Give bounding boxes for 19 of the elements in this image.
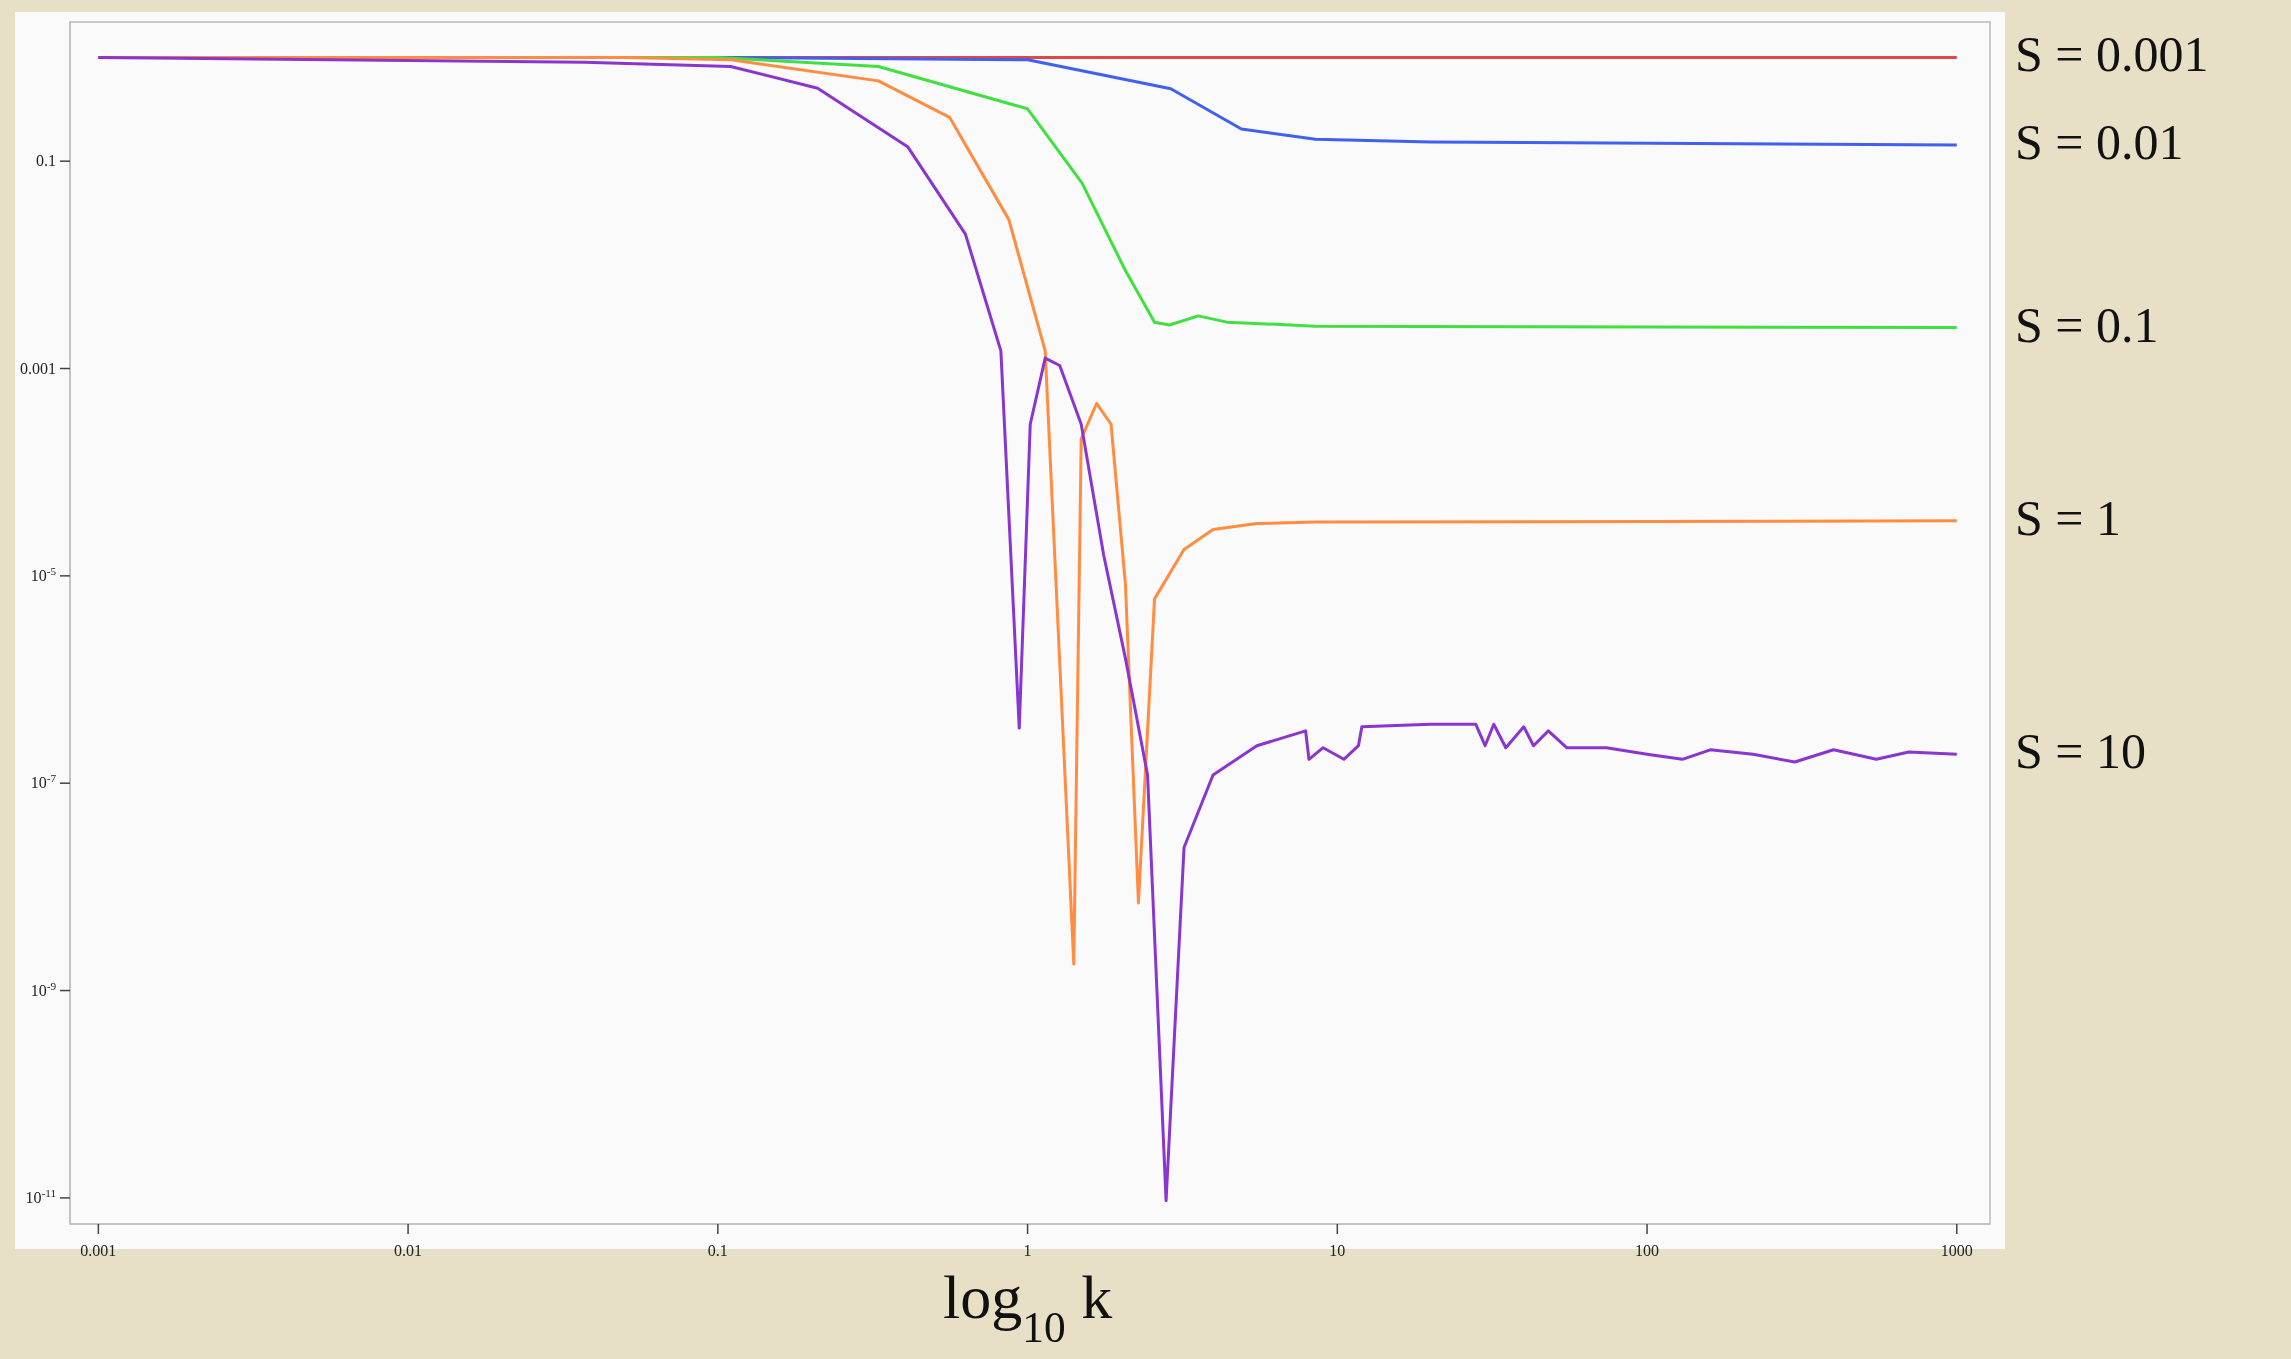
series-label: S = 0.01 bbox=[2015, 114, 2184, 171]
y-tick-label: 10$^{-11}$ bbox=[25, 1187, 56, 1207]
x-tick-label: 100 bbox=[1635, 1242, 1660, 1259]
y-tick-label: 10$^{-5}$ bbox=[30, 564, 57, 584]
y-tick-label: 0.001 bbox=[20, 359, 56, 377]
y-tick-label: 10$^{-9}$ bbox=[30, 979, 57, 999]
y-tick-label: 0.1 bbox=[36, 152, 56, 170]
x-tick-label: 0.1 bbox=[707, 1242, 728, 1259]
series-label: S = 0.001 bbox=[2015, 26, 2209, 83]
series-label: S = 0.1 bbox=[2015, 296, 2159, 353]
x-tick-label: 10 bbox=[1329, 1242, 1346, 1259]
series-label: S = 1 bbox=[2015, 489, 2122, 546]
series-label: S = 10 bbox=[2015, 723, 2147, 780]
x-axis-title: log$_{10}$ k bbox=[943, 1263, 1113, 1351]
x-tick-label: 1000 bbox=[1940, 1242, 1973, 1259]
x-tick-label: 1 bbox=[1023, 1242, 1032, 1259]
x-tick-label: 0.01 bbox=[394, 1242, 423, 1259]
y-tick-label: 10$^{-7}$ bbox=[30, 772, 57, 792]
x-tick-label: 0.001 bbox=[80, 1242, 117, 1259]
